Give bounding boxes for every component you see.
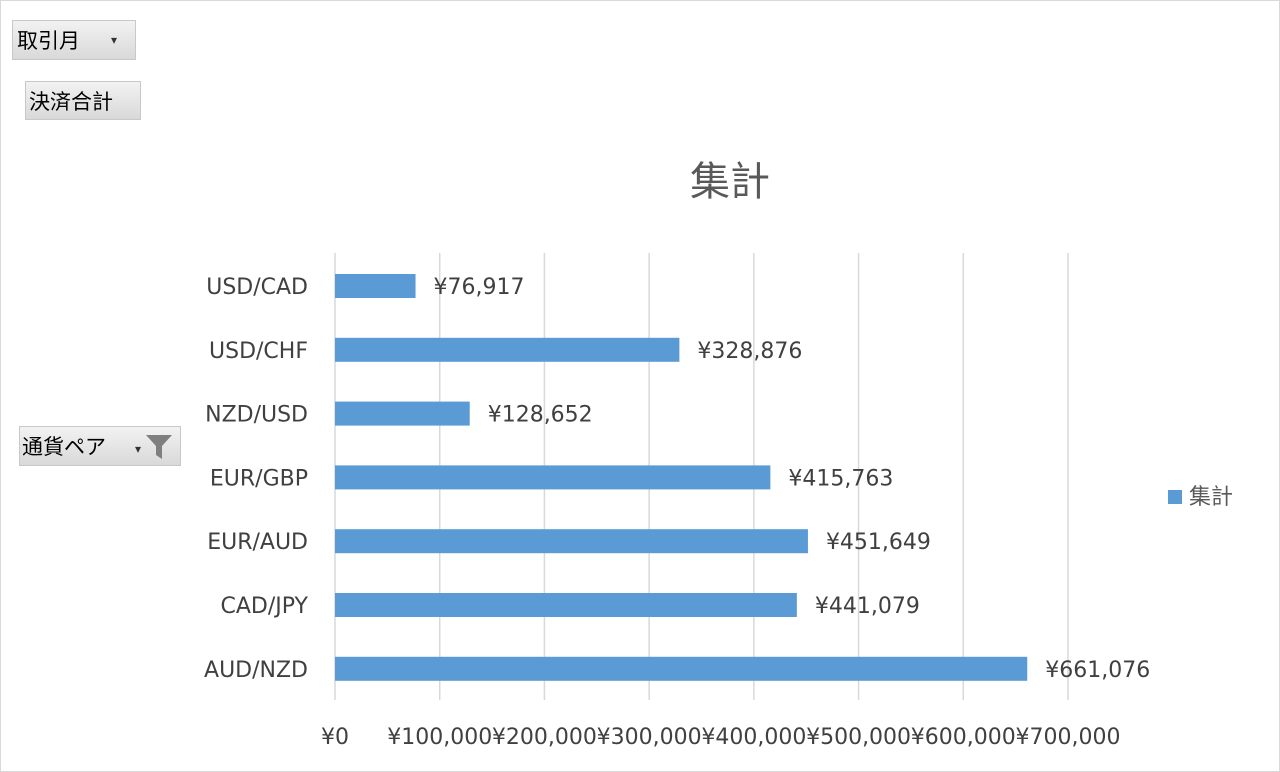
x-tick-label: ¥600,000 [911, 725, 1016, 750]
data-label: ¥661,076 [1045, 658, 1150, 683]
month-field-label: 取引月 [17, 29, 80, 53]
category-label: EUR/GBP [210, 466, 308, 491]
currency-pair-field-label: 通貨ペア [22, 435, 106, 459]
dropdown-arrow-icon: ▾ [111, 33, 118, 47]
category-label: CAD/JPY [221, 594, 309, 619]
bar[interactable] [335, 274, 416, 298]
bar[interactable] [335, 593, 797, 617]
sum-field-button[interactable]: 決済合計 [25, 81, 141, 120]
category-label: USD/CHF [209, 339, 308, 364]
dropdown-arrow-icon: ▾ [135, 442, 142, 456]
bar[interactable] [335, 337, 680, 362]
x-tick-label: ¥200,000 [492, 725, 597, 750]
category-label: EUR/AUD [207, 530, 308, 555]
bar[interactable] [335, 529, 808, 554]
currency-pair-field-button[interactable]: 通貨ペア ▾ [19, 426, 181, 466]
filter-icon[interactable] [145, 433, 173, 461]
x-tick-label: ¥300,000 [597, 725, 702, 750]
legend-label: 集計 [1189, 485, 1233, 510]
data-label: ¥415,763 [788, 466, 893, 491]
chart-title: 集計 [690, 159, 770, 205]
data-label: ¥441,079 [815, 594, 920, 619]
month-field-button[interactable]: 取引月 ▾ [12, 20, 136, 60]
category-label: USD/CAD [206, 275, 308, 300]
x-tick-label: ¥500,000 [806, 725, 911, 750]
sum-field-label: 決済合計 [29, 89, 113, 114]
legend-swatch [1168, 490, 1182, 504]
bar[interactable] [335, 401, 470, 426]
data-label: ¥451,649 [826, 530, 931, 555]
category-label: NZD/USD [205, 403, 308, 428]
data-label: ¥128,652 [488, 403, 593, 428]
x-tick-label: ¥100,000 [387, 725, 492, 750]
x-tick-label: ¥400,000 [701, 725, 806, 750]
data-label: ¥76,917 [434, 275, 525, 300]
category-label: AUD/NZD [204, 658, 308, 683]
x-tick-label: ¥0 [321, 725, 349, 750]
x-tick-label: ¥700,000 [1016, 725, 1121, 750]
bar[interactable] [335, 465, 771, 490]
bar[interactable] [335, 656, 1028, 681]
data-label: ¥328,876 [697, 339, 802, 364]
